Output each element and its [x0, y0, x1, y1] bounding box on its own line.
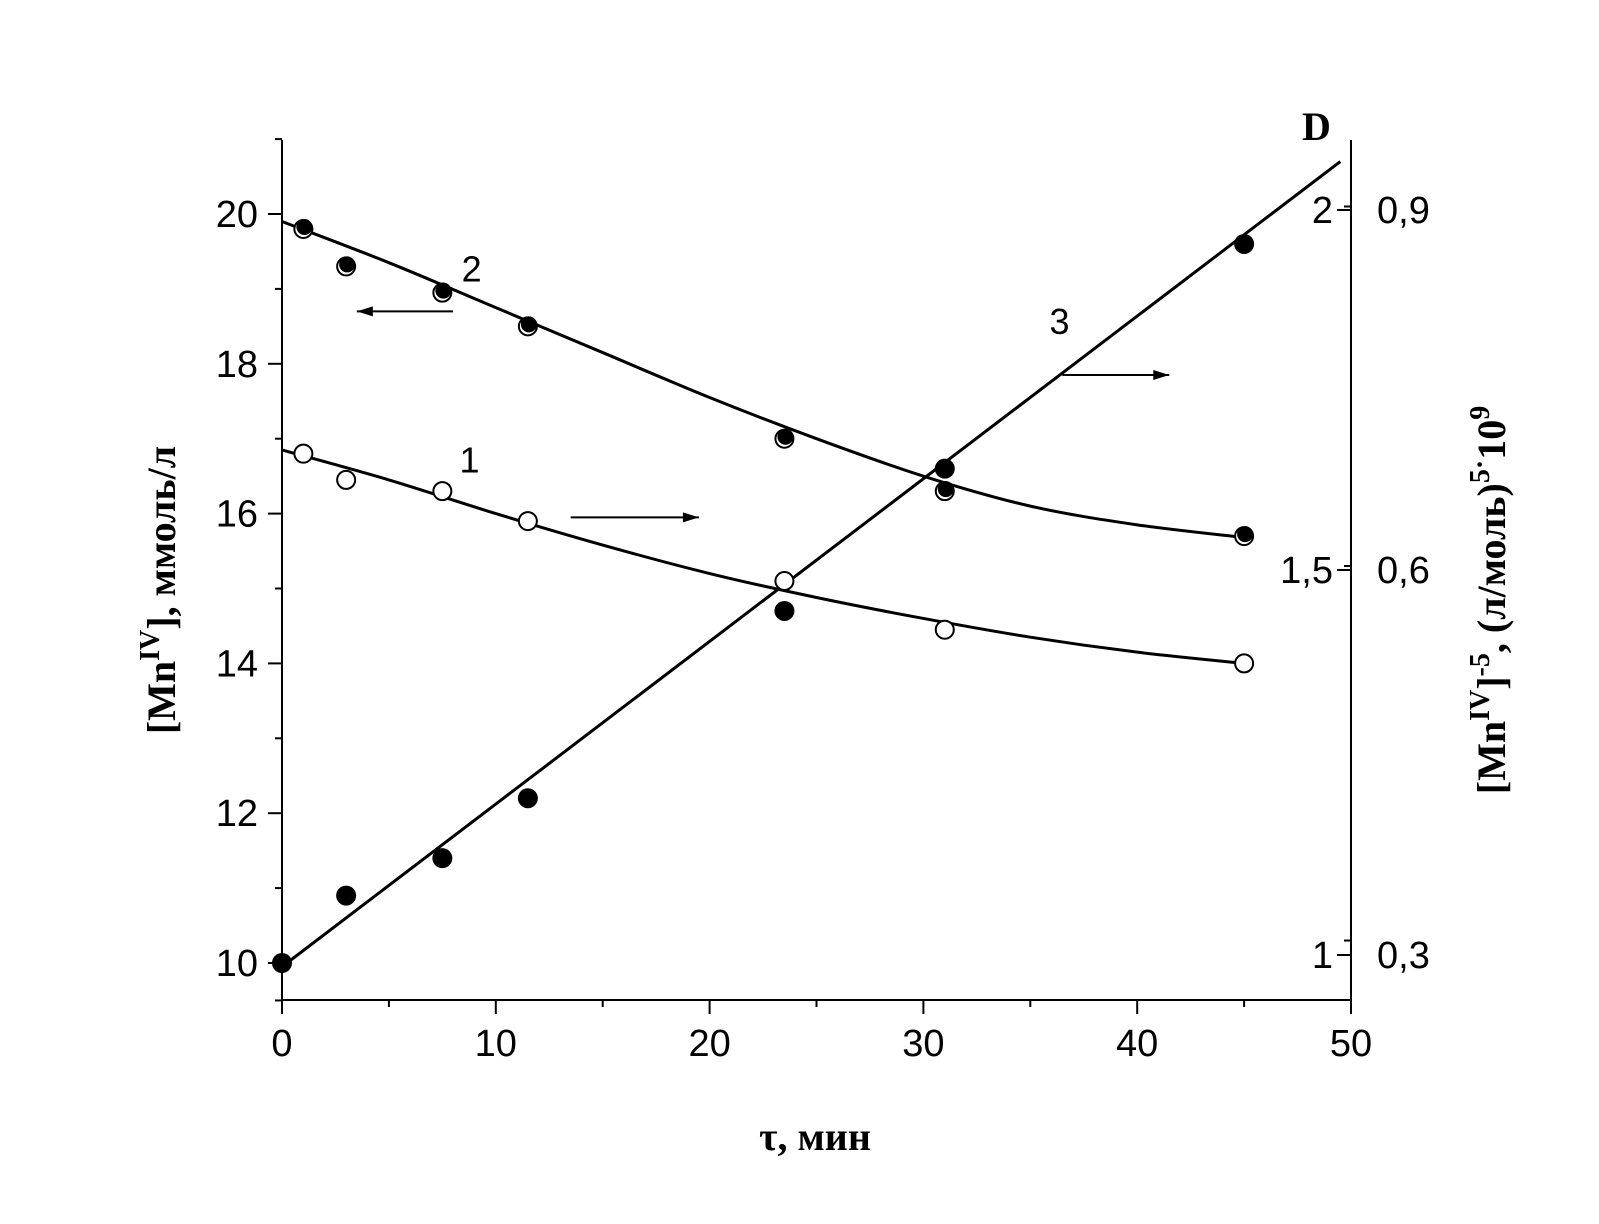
- point-series-1: [774, 571, 795, 592]
- y-left-tick-label: 14: [216, 643, 258, 685]
- y-right-d-tick-label: 0,6: [1377, 550, 1430, 592]
- y-right-mn-tick-label: 1,5: [1280, 550, 1333, 592]
- y-right-title-rest: , (л/моль): [1469, 483, 1514, 653]
- point-series-2-filled: [520, 316, 537, 333]
- point-series-1: [432, 481, 453, 502]
- point-series-2-filled: [937, 481, 954, 498]
- point-series-1: [517, 511, 538, 532]
- y-right-title-tail: 10: [1469, 420, 1514, 460]
- x-tick-label: 50: [1330, 1023, 1372, 1065]
- y-right-mn-tick-label: 2: [1312, 190, 1333, 232]
- x-tick-label: 40: [1116, 1023, 1158, 1065]
- y-left-tick-label: 16: [216, 494, 258, 536]
- y-right-title-sup3: 5: [1465, 469, 1496, 483]
- point-series-3: [336, 885, 357, 906]
- fit-curves: [281, 160, 1342, 968]
- y-right-title-sup4: 9: [1465, 406, 1496, 420]
- y-right-title-mid: ]: [1469, 676, 1514, 689]
- y-right-mn-tick-label: 1: [1312, 935, 1333, 977]
- y-left-tick-label: 20: [216, 194, 258, 236]
- point-series-3: [517, 788, 538, 809]
- point-series-1: [336, 469, 357, 490]
- right-axis-header: D: [1302, 104, 1331, 149]
- y-left-title-rest: ], ммоль/л: [139, 446, 184, 630]
- x-tick-label: 0: [271, 1023, 292, 1065]
- arrowhead-series-1: [682, 512, 699, 523]
- y-right-title-main: [Mn: [1469, 721, 1514, 794]
- point-series-3: [934, 458, 955, 479]
- point-series-2-filled: [435, 282, 452, 299]
- point-series-3: [1234, 233, 1255, 254]
- point-series-1: [293, 443, 314, 464]
- y-left-tick-label: 10: [216, 943, 258, 985]
- y-right-title-sup1: IV: [1465, 690, 1496, 721]
- y-right-axis-title: [MnIV]-5, (л/моль)5·109: [1465, 406, 1514, 794]
- y-right-title-sup2: -5: [1465, 653, 1496, 676]
- y-left-title-main: [Mn: [139, 661, 184, 734]
- y-right-title-dot: ·: [1465, 460, 1496, 469]
- point-series-3: [774, 600, 795, 621]
- y-left-title-sup: IV: [135, 630, 166, 661]
- fit-curve-series-3: [281, 160, 1342, 968]
- curve-label-series-2: 2: [462, 248, 482, 289]
- point-series-1: [934, 619, 955, 640]
- y-left-tick-label: 12: [216, 793, 258, 835]
- y-left-tick-label: 18: [216, 344, 258, 386]
- y-right-d-tick-label: 0,9: [1377, 190, 1430, 232]
- curve-labels: 1 2 3: [356, 248, 1170, 523]
- y-right-d-tick-label: 0,3: [1377, 935, 1430, 977]
- arrowhead-series-2: [356, 306, 373, 317]
- point-series-1: [1234, 653, 1255, 674]
- x-tick-label: 10: [475, 1023, 517, 1065]
- y-left-axis-title: [MnIV], ммоль/л: [135, 446, 184, 734]
- curve-label-series-3: 3: [1050, 301, 1070, 342]
- fit-curve-series-1: [281, 448, 1245, 665]
- point-series-2-filled: [296, 218, 313, 235]
- arrowhead-series-3: [1153, 370, 1170, 381]
- x-tick-label: 20: [688, 1023, 730, 1065]
- point-series-3: [432, 848, 453, 869]
- point-series-2-filled: [1237, 526, 1254, 543]
- point-series-3: [272, 953, 292, 973]
- point-series-2-filled: [339, 256, 356, 273]
- curve-label-series-1: 1: [459, 439, 479, 480]
- x-axis-title: τ, мин: [759, 1114, 871, 1159]
- point-series-2-filled: [777, 428, 794, 445]
- x-tick-label: 30: [902, 1023, 944, 1065]
- data-points: [272, 218, 1255, 973]
